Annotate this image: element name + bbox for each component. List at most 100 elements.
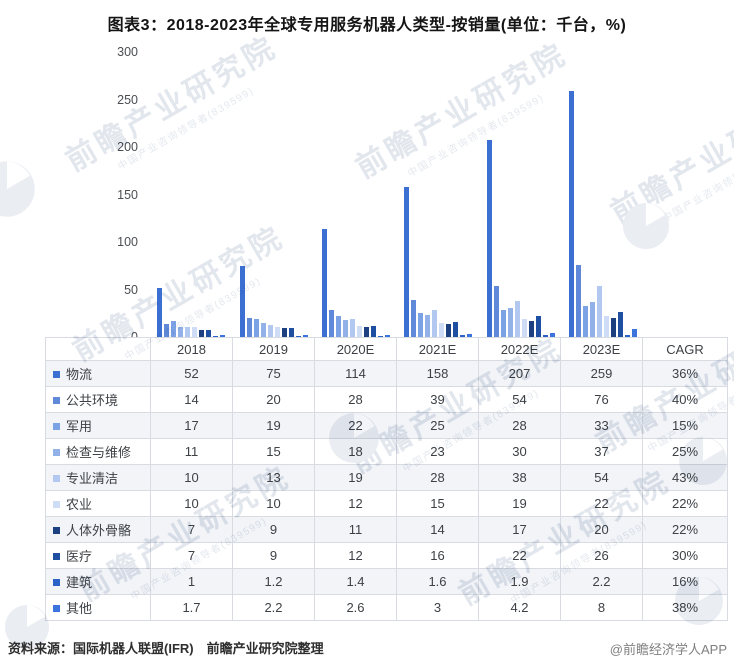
table-cell: 10 [150, 490, 233, 517]
bar [542, 335, 548, 337]
table-cell: 76 [560, 386, 643, 413]
table-cell: 7 [150, 542, 233, 569]
table-cell: 1 [150, 568, 233, 595]
table-cell: 11 [150, 438, 233, 465]
table-cell: 9 [232, 516, 315, 543]
y-axis-tick: 300 [117, 45, 138, 59]
bar [418, 313, 424, 337]
table-cell: 18 [314, 438, 397, 465]
table-header-cell [45, 337, 151, 361]
table-cell: 19 [478, 490, 561, 517]
table-cell: 10 [232, 490, 315, 517]
legend-swatch-icon [53, 605, 60, 612]
table-cell: 15 [232, 438, 315, 465]
y-axis-tick: 250 [117, 92, 138, 107]
table-cell: 1.4 [314, 568, 397, 595]
bar [246, 318, 252, 337]
table-cell: 114 [314, 360, 397, 387]
bar [618, 312, 624, 337]
bar [625, 335, 631, 337]
table-cell: 259 [560, 360, 643, 387]
table-cell: 54 [478, 386, 561, 413]
bar [157, 288, 163, 337]
y-axis-tick: 50 [124, 282, 138, 297]
bar [171, 321, 177, 337]
bar [460, 335, 466, 337]
table-cell: 158 [396, 360, 479, 387]
legend-swatch-icon [53, 527, 60, 534]
legend-cell: 农业 [45, 490, 151, 517]
table-cell: 23 [396, 438, 479, 465]
table-row: 医疗 7 9 12 16 22 26 30% [45, 542, 728, 569]
table-cell-cagr: 43% [642, 464, 728, 491]
table-cell: 39 [396, 386, 479, 413]
table-cell-cagr: 30% [642, 542, 728, 569]
table-cell-cagr: 36% [642, 360, 728, 387]
bar [446, 324, 452, 337]
bar [590, 302, 596, 337]
credit-note: @前瞻经济学人APP [609, 642, 727, 657]
table-cell: 7 [150, 516, 233, 543]
bar [295, 336, 301, 337]
bar [404, 187, 410, 337]
table-cell: 3 [396, 594, 479, 621]
table-cell-cagr: 38% [642, 594, 728, 621]
table-row: 专业清洁 10 13 19 28 38 54 43% [45, 464, 728, 491]
legend-cell: 医疗 [45, 542, 151, 569]
bar [549, 333, 555, 337]
legend-label: 农业 [66, 497, 93, 512]
legend-label: 公共环境 [66, 393, 119, 408]
table-cell: 11 [314, 516, 397, 543]
bar [611, 318, 617, 337]
bar [281, 328, 287, 337]
legend-cell: 公共环境 [45, 386, 151, 413]
bar [453, 322, 459, 337]
bar [164, 324, 170, 337]
legend-swatch-icon [53, 553, 60, 560]
table-cell-cagr: 22% [642, 490, 728, 517]
y-axis-tick: 200 [117, 140, 138, 154]
bar [342, 320, 348, 337]
bar [521, 319, 527, 337]
table-cell: 8 [560, 594, 643, 621]
legend-label: 检查与维修 [66, 445, 132, 460]
bar [302, 335, 308, 337]
bar-group-2022E [480, 52, 562, 337]
bar [439, 323, 445, 337]
table-cell: 37 [560, 438, 643, 465]
table-cell: 17 [150, 412, 233, 439]
table-cell: 1.9 [478, 568, 561, 595]
table-cell: 20 [560, 516, 643, 543]
table-row: 农业 10 10 12 15 19 22 22% [45, 490, 728, 517]
table-cell: 4.2 [478, 594, 561, 621]
bar [432, 310, 438, 337]
bar [597, 286, 603, 337]
bar [192, 327, 198, 337]
table-header-cell: 2019 [232, 337, 315, 361]
table-cell: 20 [232, 386, 315, 413]
table-row: 建筑 1 1.2 1.4 1.6 1.9 2.2 16% [45, 568, 728, 595]
legend-swatch-icon [53, 579, 60, 586]
source-note: 资料来源：国际机器人联盟(IFR) 前瞻产业研究院整理 [8, 641, 324, 656]
table-cell: 2.2 [560, 568, 643, 595]
table-cell-cagr: 40% [642, 386, 728, 413]
table-cell: 207 [478, 360, 561, 387]
bar [363, 327, 369, 337]
table-cell: 15 [396, 490, 479, 517]
table-row: 人体外骨骼 7 9 11 14 17 20 22% [45, 516, 728, 543]
table-cell: 28 [314, 386, 397, 413]
bar [528, 321, 534, 337]
legend-label: 物流 [66, 367, 93, 382]
bar [377, 336, 383, 337]
legend-cell: 人体外骨骼 [45, 516, 151, 543]
table-cell: 28 [396, 464, 479, 491]
bar [239, 266, 245, 337]
legend-label: 医疗 [66, 549, 93, 564]
table-cell: 1.7 [150, 594, 233, 621]
table-cell: 52 [150, 360, 233, 387]
legend-cell: 建筑 [45, 568, 151, 595]
bar [335, 316, 341, 337]
table-cell: 1.2 [232, 568, 315, 595]
bar [632, 329, 638, 337]
